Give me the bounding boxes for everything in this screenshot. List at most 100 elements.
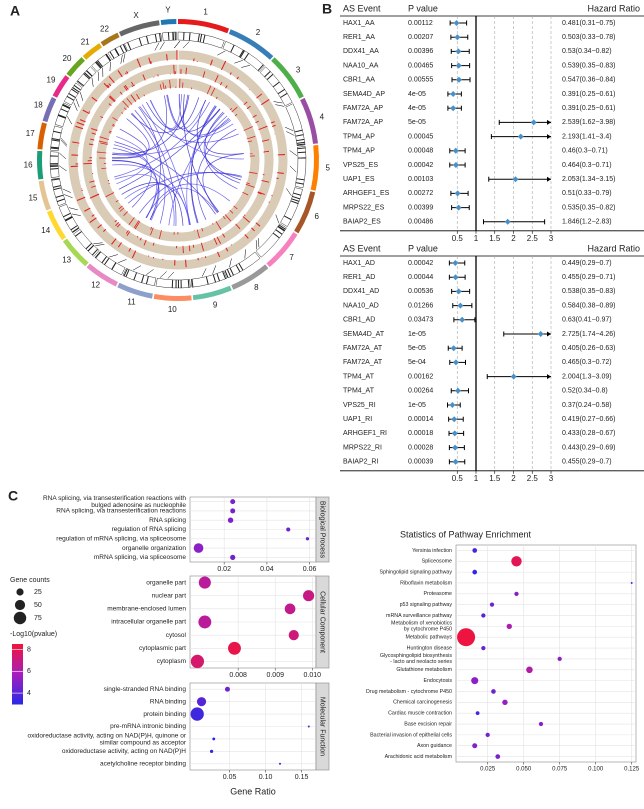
track-tick (174, 259, 176, 266)
colorbar-step (12, 658, 23, 661)
gene-pointer (244, 249, 246, 259)
link (112, 95, 168, 156)
track-tick (173, 231, 175, 235)
event-label: SEMA4D_AT (343, 331, 385, 338)
dot (198, 615, 212, 629)
column-header: P value (408, 3, 438, 13)
estimate (510, 373, 517, 380)
hazard-ratio-label: 0.391(0.25−0.61) (562, 105, 616, 112)
ideogram-band (297, 147, 306, 150)
p-value: 0.00042 (408, 260, 433, 267)
dot (485, 732, 490, 737)
track-tick (109, 95, 116, 102)
ideogram-band (56, 198, 65, 203)
ideogram-band (205, 276, 209, 285)
chromosome-label: 22 (100, 24, 109, 33)
estimate (456, 76, 463, 83)
track-tick (261, 179, 270, 183)
colorbar-step (12, 654, 23, 657)
track-tick (103, 163, 107, 164)
ideogram-band (202, 34, 206, 43)
hazard-ratio-label: 0.535(0.35−0.82) (562, 204, 616, 211)
x-tick-label: 0.15 (295, 774, 309, 781)
ideogram-band (50, 163, 59, 165)
estimate (452, 274, 459, 281)
gene-pointer (241, 64, 251, 68)
gene-pointer (284, 126, 294, 132)
category-label: regulation of RNA splicing (112, 526, 187, 533)
track-tick (143, 239, 147, 246)
ideogram-band (295, 182, 304, 185)
estimate (517, 133, 524, 140)
track-tick (236, 76, 239, 80)
track-tick (196, 229, 200, 239)
hazard-ratio-label: 0.405(0.26−0.63) (562, 345, 616, 352)
gene-pointer (59, 152, 67, 160)
track-tick (234, 114, 238, 117)
x-tick-label: 1.5 (489, 474, 501, 483)
category-label: RNA binding (150, 698, 187, 705)
ideogram-band (277, 225, 286, 231)
p-value: 0.00207 (408, 34, 433, 41)
hazard-ratio-label: 0.503(0.33−0.78) (562, 34, 616, 41)
track-tick (143, 94, 145, 97)
gene-pointer (62, 188, 71, 193)
track-tick (190, 87, 192, 90)
track-tick (246, 135, 256, 140)
gene-pointer (95, 244, 105, 246)
category-label: Riboflavin metabolism (400, 580, 452, 586)
gene-pointer (234, 60, 244, 64)
link (116, 136, 148, 185)
track-tick (119, 207, 125, 212)
estimate (454, 34, 461, 41)
link (205, 117, 238, 190)
chromosome-label: 19 (47, 75, 56, 84)
ideogram-band (58, 114, 66, 119)
ideogram-band (87, 245, 95, 252)
event-label: NAA10_AA (343, 62, 379, 69)
track-tick (106, 84, 110, 88)
chromosome-label: 7 (289, 253, 294, 262)
track-tick (91, 214, 95, 217)
link (179, 94, 234, 137)
track-tick (206, 85, 212, 95)
legend-title: -Log10(pvalue) (10, 631, 57, 638)
hazard-ratio-label: 0.464(0.3−0.71) (562, 162, 612, 169)
link (167, 94, 221, 132)
ideogram-band (280, 92, 288, 98)
track-tick (114, 219, 117, 223)
chromosome-band (62, 238, 89, 267)
chromosome-band (37, 122, 47, 150)
category-label: Arachidonic acid metabolism (385, 754, 453, 760)
track-tick (102, 228, 107, 233)
link (113, 144, 152, 208)
gene-pointer (167, 271, 175, 279)
chromosome-label: 12 (91, 280, 100, 289)
ideogram-band (83, 73, 90, 80)
gene-pointer (79, 92, 84, 101)
ideogram-band (283, 215, 292, 221)
x-tick-label: 0.009 (266, 672, 284, 679)
track-tick (215, 221, 222, 230)
dot (514, 591, 519, 596)
event-label: DDX41_AA (343, 48, 379, 55)
ideogram-band (96, 61, 102, 68)
track-tick (197, 257, 199, 261)
chromosome-label: 8 (254, 283, 259, 292)
track-tick (123, 211, 128, 216)
ideogram (54, 102, 71, 127)
track-tick (180, 69, 182, 75)
ideogram-band (125, 269, 130, 278)
event-label: BAIAP2_ES (343, 219, 381, 226)
ideogram-band (64, 216, 73, 221)
category-label: Sphingolipid signaling pathway (380, 570, 453, 576)
chromosome-band (66, 57, 85, 77)
category-label: Base excision repair (404, 721, 452, 727)
p-value: 5e-05 (408, 119, 426, 126)
colorbar-step (12, 702, 23, 705)
link (112, 118, 150, 158)
track-tick (150, 227, 154, 236)
estimate (450, 345, 457, 352)
gene-pointer (286, 131, 295, 136)
link (138, 172, 243, 214)
